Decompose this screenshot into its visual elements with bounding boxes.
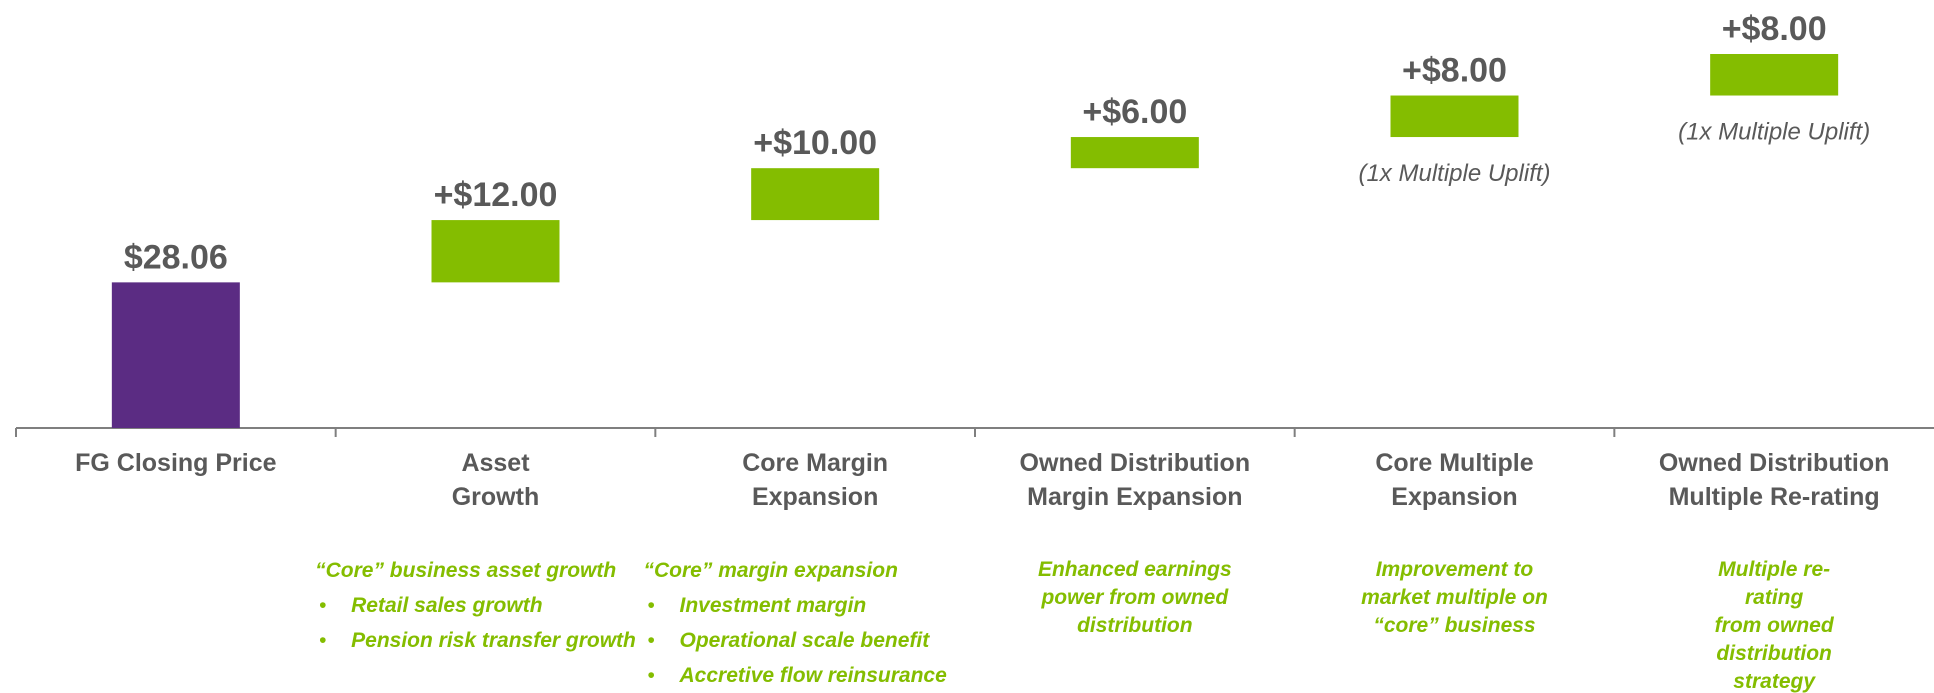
note-bullet: Operational scale benefit (644, 623, 947, 658)
category-label: Asset Growth (451, 449, 540, 511)
note: Improvement to market multiple on “core”… (1361, 558, 1548, 637)
bar (1390, 95, 1519, 138)
value-label: +$8.00 (1722, 10, 1827, 48)
note-bullets: Retail sales growthPension risk transfer… (315, 588, 636, 658)
note: Enhanced earnings power from owned distr… (1037, 558, 1232, 637)
value-label: +$12.00 (434, 176, 558, 214)
note-heading: “Core” business asset growth (315, 559, 617, 582)
note-bullet: Pension risk transfer growth (315, 623, 636, 658)
note: Multiple re-rating from owned distributi… (1714, 558, 1834, 693)
value-label: +$6.00 (1082, 93, 1187, 131)
note-bullet: Retail sales growth (315, 588, 636, 623)
bar (1710, 54, 1839, 96)
bar (1070, 137, 1199, 169)
value-label: $28.06 (124, 238, 228, 276)
sub-label: (1x Multiple Uplift) (1678, 119, 1870, 146)
category-label: Owned Distribution Multiple Re-rating (1658, 449, 1890, 511)
note-bullet: Investment margin (644, 588, 947, 623)
category-label: FG Closing Price (75, 449, 277, 477)
note-bullet: Accretive flow reinsurance (644, 658, 947, 693)
bar (431, 220, 560, 283)
sub-label: (1x Multiple Uplift) (1358, 160, 1550, 187)
note: “Core” margin expansion Investment margin… (644, 553, 947, 693)
note-bullets: Investment marginOperational scale benef… (644, 588, 947, 693)
note-heading: “Core” margin expansion (643, 559, 898, 582)
category-label: Core Multiple Expansion (1375, 449, 1534, 511)
note: “Core” business asset growth Retail sales… (315, 553, 636, 658)
value-label: +$10.00 (753, 124, 877, 162)
category-label: Owned Distribution Margin Expansion (1019, 449, 1251, 511)
value-label: +$8.00 (1402, 52, 1507, 90)
bar (111, 282, 240, 428)
bar (751, 168, 880, 221)
category-label: Core Margin Expansion (742, 449, 889, 511)
